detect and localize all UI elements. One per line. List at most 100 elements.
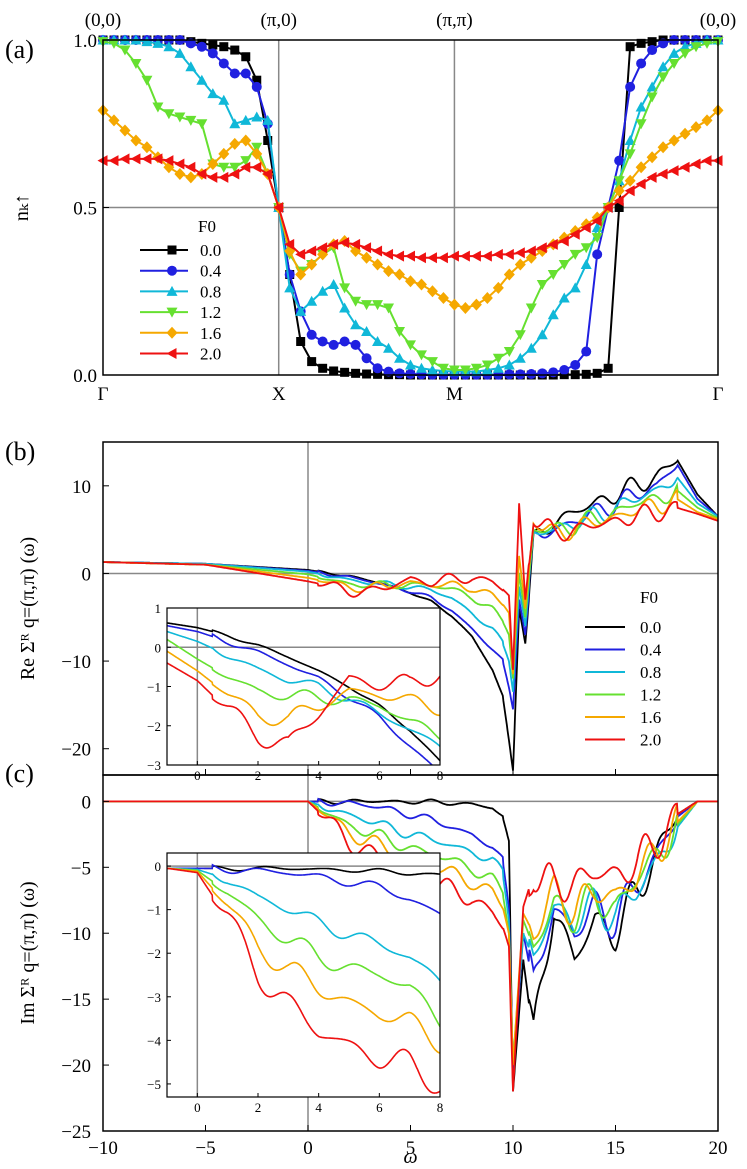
y-tick-label: 0.5 [73,199,97,220]
inset-series-group [167,622,440,765]
data-point-0.0 [362,369,372,379]
data-point-2.0 [426,252,437,264]
data-point-2.0 [383,248,394,260]
data-point-2.0 [602,202,613,213]
data-point-0.4 [240,68,251,79]
data-point-0.8 [141,36,153,47]
data-point-0.8 [251,111,263,122]
data-point-1.2 [624,149,636,160]
data-point-1.6 [624,174,636,187]
data-point-2.0 [218,171,229,183]
inset-series-0.8 [167,867,440,982]
x-tick-label-bottom: Γ [713,384,724,405]
data-point-1.2 [668,58,680,69]
data-point-1.6 [415,278,427,291]
data-point-2.0 [130,153,141,165]
data-point-0.0 [263,136,273,145]
inset-frame [166,852,441,1098]
series-line-2.0 [103,157,718,259]
series-group [103,459,718,771]
data-point-2.0 [536,242,547,254]
inset-background [167,608,440,765]
legend-label-0.4: 0.4 [200,262,222,281]
y-tick-label: −20 [61,1056,91,1077]
data-point-2.0 [690,158,701,170]
data-point-2.0 [207,171,218,183]
inset-x-tick-label: 2 [255,1100,262,1115]
data-point-0.0 [208,40,218,50]
data-point-0.8 [152,37,164,48]
data-point-2.0 [328,238,339,250]
data-point-0.4 [614,155,625,166]
data-point-0.4 [196,41,207,52]
data-point-2.0 [459,250,470,262]
data-point-2.0 [470,250,481,262]
data-point-1.2 [383,303,395,314]
data-point-0.4 [581,346,592,357]
data-point-2.0 [306,245,317,257]
x-tick-label-top: (0,0) [85,10,121,31]
x-tick-label: 10 [504,1138,523,1159]
data-point-0.4 [372,363,383,374]
data-point-2.0 [624,185,635,197]
data-point-2.0 [152,153,163,165]
data-point-1.2 [394,326,406,337]
data-point-0.4 [350,339,361,350]
data-point-0.8 [207,88,219,99]
panel-label-b: (b) [5,437,35,466]
legend-title: F0 [198,217,216,236]
data-point-1.2 [701,38,713,49]
inset-x-tick-label: 6 [376,1100,383,1115]
inset-series-1.6 [167,867,440,1054]
data-point-2.0 [448,250,459,262]
data-point-0.8 [218,94,230,105]
data-point-1.2 [525,303,537,314]
data-point-1.2 [613,176,625,187]
data-point-0.8 [295,305,307,316]
legend-label-1.6: 1.6 [640,708,661,727]
data-point-1.2 [591,233,603,244]
data-point-1.6 [295,268,307,281]
data-point-0.4 [251,81,262,92]
data-point-0.8 [394,352,406,363]
x-tick-label-bottom: M [446,384,463,405]
data-point-1.2 [437,363,449,374]
data-point-2.0 [251,161,262,173]
data-point-0.8 [646,81,658,92]
inset-y-tick-label: −2 [147,946,161,961]
legend-marker-1.6 [166,326,178,339]
y-tick-label: −10 [61,652,91,673]
data-point-1.2 [690,42,702,53]
y-axis-title: Re Σᴿ q=(π,π) (ω) [17,537,39,680]
x-tick-label: 0 [303,1138,313,1159]
data-point-1.6 [141,141,153,154]
data-point-2.0 [492,248,503,260]
legend-label-1.6: 1.6 [200,324,221,343]
data-point-1.2 [459,365,471,376]
data-point-0.8 [536,329,548,340]
data-point-2.0 [481,250,492,262]
data-point-1.6 [657,141,669,154]
legend-label-2.0: 2.0 [640,731,661,750]
data-point-0.4 [306,329,317,340]
inset-series-1.2 [167,638,440,740]
data-point-0.8 [317,285,329,296]
data-point-0.8 [339,302,351,313]
data-point-1.6 [470,298,482,311]
inset-y-tick-label: −1 [147,680,161,695]
data-point-0.0 [603,363,613,373]
data-point-1.2 [569,249,581,260]
data-point-1.6 [361,251,373,264]
data-point-2.0 [295,248,306,260]
inset-series-0.4 [167,863,440,915]
data-point-0.4 [383,366,394,377]
data-point-1.2 [503,347,515,358]
data-point-1.6 [185,171,197,184]
data-point-2.0 [141,153,152,165]
legend-label-1.2: 1.2 [200,303,221,322]
inset-series-0.8 [167,630,440,747]
y-axis-title-a: nₖ↑ [11,194,33,221]
data-point-1.6 [492,281,504,294]
data-point-2.0 [580,222,591,234]
data-point-1.6 [448,298,460,311]
